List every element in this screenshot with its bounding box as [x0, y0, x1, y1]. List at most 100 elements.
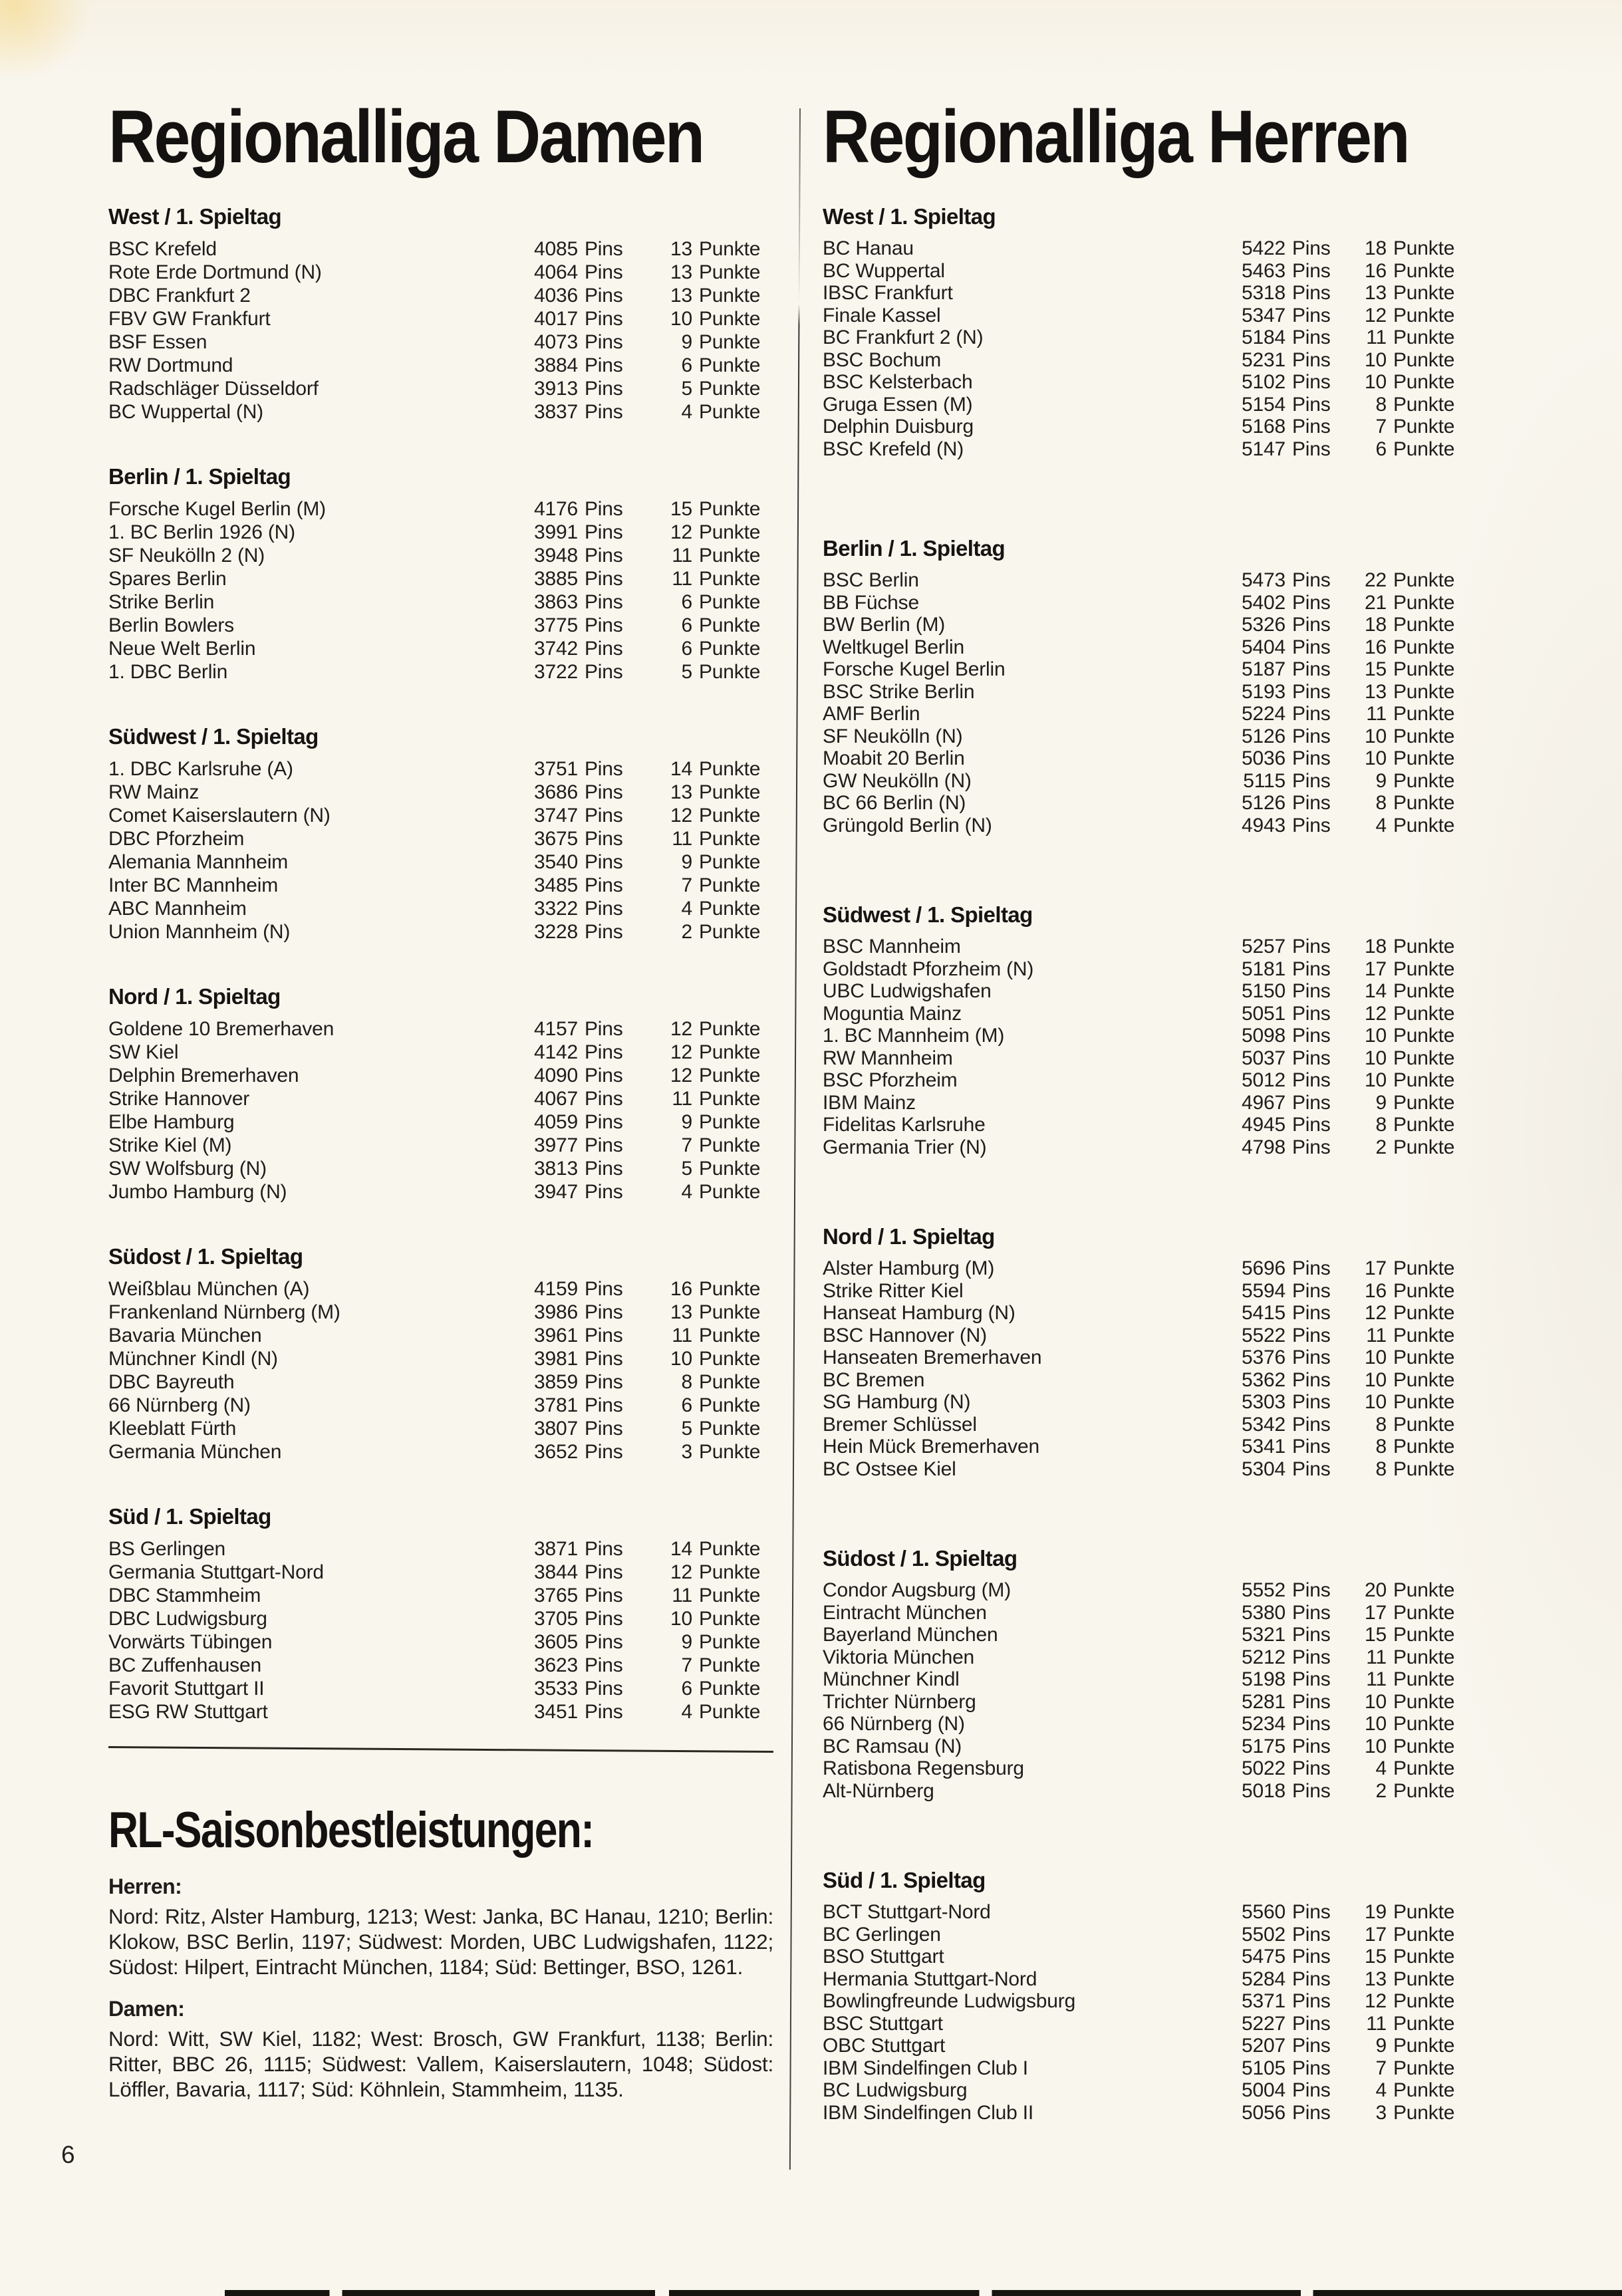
pins-unit: Pins [1292, 2057, 1331, 2079]
standings-table: Alster Hamburg (M) 5696 Pins 17 Punkte S… [823, 1257, 1460, 1480]
punkte-value: 6 [681, 591, 693, 613]
club-name: Grüngold Berlin (N) [823, 814, 992, 836]
club-name: Ratisbona Regensburg [823, 1757, 1024, 1779]
punkte-unit: Punkte [1393, 792, 1455, 814]
pins-value: 3722 [534, 661, 578, 683]
table-row: Inter BC Mannheim 3485 Pins 7 Punkte [108, 874, 773, 897]
pins-unit: Pins [1292, 1047, 1331, 1069]
pins-unit: Pins [1292, 1279, 1331, 1302]
club-name: BC Ramsau (N) [823, 1735, 962, 1757]
club-name: BSC Stuttgart [823, 2012, 943, 2035]
punkte-value: 12 [670, 1065, 692, 1086]
club-name: GW Neukölln (N) [823, 769, 972, 792]
pins-value: 5051 [1242, 1002, 1285, 1025]
punkte-unit: Punkte [1393, 1346, 1455, 1368]
club-name: Comet Kaiserslautern (N) [108, 805, 331, 827]
pins-value: 5184 [1242, 326, 1285, 348]
punkte-unit: Punkte [1393, 1646, 1455, 1668]
table-row: Condor Augsburg (M) 5552 Pins 20 Punkte [823, 1579, 1460, 1602]
punkte-unit: Punkte [699, 1325, 761, 1346]
club-name: Favorit Stuttgart II [108, 1678, 265, 1700]
best-group-text: Nord: Ritz, Alster Hamburg, 1213; West: … [108, 1904, 773, 1979]
punkte-unit: Punkte [1393, 980, 1455, 1002]
table-row: Forsche Kugel Berlin (M) 4176 Pins 15 Pu… [108, 497, 773, 521]
pins-unit: Pins [1292, 2079, 1331, 2101]
punkte-unit: Punkte [699, 828, 761, 850]
pins-value: 3844 [534, 1561, 578, 1583]
pins-unit: Pins [1292, 2035, 1331, 2057]
punkte-unit: Punkte [1393, 1968, 1455, 1990]
pins-unit: Pins [585, 568, 623, 590]
pins-value: 3775 [534, 614, 578, 636]
punkte-value: 12 [670, 521, 692, 543]
pins-value: 5056 [1242, 2101, 1285, 2124]
punkte-unit: Punkte [1393, 814, 1455, 836]
pins-unit: Pins [1292, 792, 1331, 814]
pins-value: 4159 [534, 1278, 578, 1300]
punkte-unit: Punkte [1393, 348, 1455, 371]
pins-unit: Pins [585, 898, 623, 920]
club-name: Radschläger Düsseldorf [108, 378, 319, 400]
club-name: Moabit 20 Berlin [823, 747, 965, 769]
pins-unit: Pins [585, 1371, 623, 1393]
pins-unit: Pins [585, 238, 623, 260]
table-row: BSC Krefeld 4085 Pins 13 Punkte [108, 237, 773, 261]
pins-unit: Pins [585, 1441, 623, 1463]
table-row: Frankenland Nürnberg (M) 3986 Pins 13 Pu… [108, 1301, 773, 1324]
pins-value: 5187 [1242, 658, 1285, 680]
club-name: Neue Welt Berlin [108, 638, 256, 660]
punkte-unit: Punkte [699, 1418, 761, 1440]
punkte-unit: Punkte [699, 545, 761, 567]
section-header: Berlin / 1. Spieltag [823, 536, 1006, 561]
punkte-value: 21 [1365, 591, 1387, 614]
punkte-value: 11 [1366, 1324, 1387, 1346]
table-row: Eintracht München 5380 Pins 17 Punkte [823, 1602, 1460, 1624]
club-name: Fidelitas Karlsruhe [823, 1114, 986, 1136]
table-row: Radschläger Düsseldorf 3913 Pins 5 Punkt… [108, 377, 773, 400]
club-name: FBV GW Frankfurt [108, 308, 271, 330]
table-row: Spares Berlin 3885 Pins 11 Punkte [108, 567, 773, 590]
table-row: 1. DBC Karlsruhe (A) 3751 Pins 14 Punkte [108, 757, 773, 781]
pins-unit: Pins [1292, 1779, 1331, 1802]
table-row: Trichter Nürnberg 5281 Pins 10 Punkte [823, 1691, 1460, 1714]
table-row: SG Hamburg (N) 5303 Pins 10 Punkte [823, 1391, 1460, 1414]
punkte-value: 4 [1375, 1757, 1387, 1779]
table-row: IBM Mainz 4967 Pins 9 Punkte [823, 1092, 1460, 1114]
section-header: Süd / 1. Spieltag [823, 1868, 986, 1892]
punkte-value: 11 [1366, 2012, 1387, 2035]
club-name: SW Wolfsburg (N) [108, 1158, 267, 1180]
pins-value: 5552 [1242, 1579, 1285, 1601]
punkte-unit: Punkte [699, 401, 761, 423]
table-row: BCT Stuttgart-Nord 5560 Pins 19 Punkte [823, 1901, 1460, 1924]
pins-value: 4017 [534, 308, 578, 330]
pins-unit: Pins [1292, 1923, 1331, 1946]
table-row: Strike Hannover 4067 Pins 11 Punkte [108, 1087, 773, 1110]
punkte-unit: Punkte [1393, 1279, 1455, 1302]
club-name: Jumbo Hamburg (N) [108, 1181, 287, 1203]
punkte-value: 18 [1365, 237, 1387, 259]
punkte-unit: Punkte [1393, 658, 1455, 680]
pins-value: 5154 [1242, 393, 1285, 416]
punkte-value: 9 [1375, 2035, 1387, 2057]
table-row: Delphin Bremerhaven 4090 Pins 12 Punkte [108, 1064, 773, 1087]
pins-value: 3765 [534, 1585, 578, 1606]
punkte-unit: Punkte [699, 1018, 761, 1040]
club-name: BC 66 Berlin (N) [823, 792, 966, 814]
pins-value: 5362 [1242, 1368, 1285, 1391]
club-name: BC Frankfurt 2 (N) [823, 326, 984, 348]
club-name: BC Gerlingen [823, 1923, 941, 1946]
punkte-unit: Punkte [1393, 282, 1455, 304]
punkte-unit: Punkte [1393, 259, 1455, 282]
table-row: 66 Nürnberg (N) 5234 Pins 10 Punkte [823, 1713, 1460, 1735]
table-row: Bremer Schlüssel 5342 Pins 8 Punkte [823, 1414, 1460, 1436]
punkte-value: 10 [1365, 1069, 1387, 1091]
table-row: BC Wuppertal 5463 Pins 16 Punkte [823, 260, 1460, 283]
punkte-value: 18 [1365, 614, 1387, 636]
punkte-unit: Punkte [1393, 1257, 1455, 1279]
club-name: Kleeblatt Fürth [108, 1418, 237, 1440]
punkte-unit: Punkte [1393, 591, 1455, 614]
pins-unit: Pins [1292, 1990, 1331, 2012]
punkte-unit: Punkte [1393, 636, 1455, 658]
punkte-value: 7 [1375, 2057, 1387, 2079]
club-name: Condor Augsburg (M) [823, 1579, 1012, 1601]
